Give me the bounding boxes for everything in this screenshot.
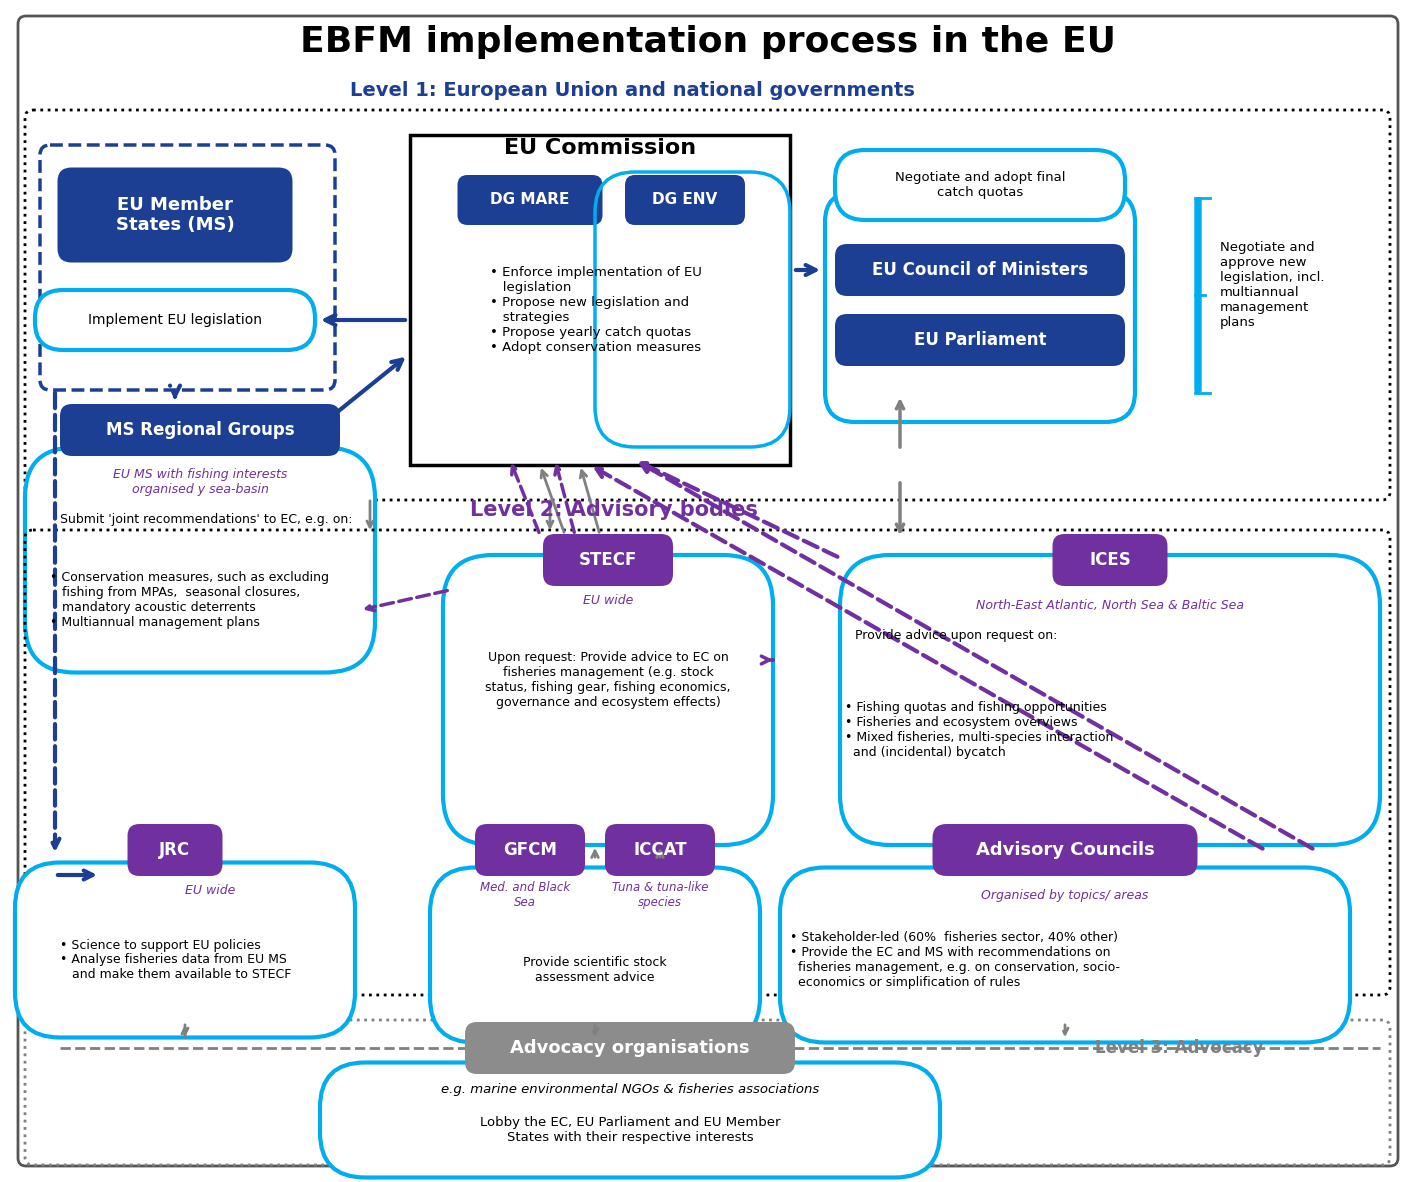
Text: ICES: ICES	[1090, 551, 1131, 569]
Text: DG MARE: DG MARE	[490, 193, 570, 208]
FancyBboxPatch shape	[835, 243, 1125, 296]
Text: JRC: JRC	[160, 842, 190, 859]
FancyBboxPatch shape	[840, 556, 1380, 845]
Text: Organised by topics/ areas: Organised by topics/ areas	[982, 889, 1149, 902]
Text: Provide scientific stock
assessment advice: Provide scientific stock assessment advi…	[523, 956, 667, 983]
Text: Advocacy organisations: Advocacy organisations	[510, 1039, 750, 1057]
Text: Negotiate and adopt final
catch quotas: Negotiate and adopt final catch quotas	[894, 171, 1066, 199]
Text: Negotiate and
approve new
legislation, incl.
multiannual
management
plans: Negotiate and approve new legislation, i…	[1220, 241, 1325, 329]
Text: GFCM: GFCM	[503, 842, 557, 859]
Text: Advisory Councils: Advisory Councils	[976, 842, 1155, 859]
FancyBboxPatch shape	[1195, 199, 1202, 392]
Text: • Enforce implementation of EU
   legislation
• Propose new legislation and
   s: • Enforce implementation of EU legislati…	[490, 266, 701, 353]
Text: Submit 'joint recommendations' to EC, e.g. on:: Submit 'joint recommendations' to EC, e.…	[60, 513, 353, 526]
FancyBboxPatch shape	[16, 863, 356, 1038]
Text: EU Parliament: EU Parliament	[914, 331, 1046, 349]
Text: EBFM implementation process in the EU: EBFM implementation process in the EU	[300, 25, 1117, 59]
Text: EU Member
States (MS): EU Member States (MS)	[116, 195, 234, 234]
FancyBboxPatch shape	[18, 17, 1399, 1165]
FancyBboxPatch shape	[932, 824, 1197, 876]
Text: ICCAT: ICCAT	[633, 842, 687, 859]
FancyBboxPatch shape	[835, 150, 1125, 220]
Text: Level 1: European Union and national governments: Level 1: European Union and national gov…	[350, 80, 915, 99]
Text: Level 3: Advocacy: Level 3: Advocacy	[1095, 1039, 1264, 1057]
Text: e.g. marine environmental NGOs & fisheries associations: e.g. marine environmental NGOs & fisheri…	[441, 1084, 819, 1097]
FancyBboxPatch shape	[465, 1022, 795, 1074]
Text: MS Regional Groups: MS Regional Groups	[106, 421, 295, 439]
Text: Lobby the EC, EU Parliament and EU Member
States with their respective interests: Lobby the EC, EU Parliament and EU Membe…	[480, 1116, 781, 1144]
Text: Provide advice upon request on:: Provide advice upon request on:	[854, 629, 1057, 642]
FancyBboxPatch shape	[779, 868, 1350, 1043]
Text: • Stakeholder-led (60%  fisheries sector, 40% other)
• Provide the EC and MS wit: • Stakeholder-led (60% fisheries sector,…	[791, 931, 1119, 989]
Text: DG ENV: DG ENV	[652, 193, 717, 208]
Text: • Fishing quotas and fishing opportunities
• Fisheries and ecosystem overviews
•: • Fishing quotas and fishing opportuniti…	[845, 701, 1114, 759]
FancyBboxPatch shape	[26, 448, 376, 673]
FancyBboxPatch shape	[429, 868, 760, 1043]
Text: Level 2: Advisory bodies: Level 2: Advisory bodies	[470, 500, 758, 520]
Text: Upon request: Provide advice to EC on
fisheries management (e.g. stock
status, f: Upon request: Provide advice to EC on fi…	[485, 651, 731, 709]
FancyBboxPatch shape	[543, 534, 673, 586]
FancyBboxPatch shape	[58, 168, 292, 262]
FancyBboxPatch shape	[1053, 534, 1168, 586]
FancyBboxPatch shape	[605, 824, 716, 876]
Text: EU Council of Ministers: EU Council of Ministers	[871, 261, 1088, 279]
Text: STECF: STECF	[578, 551, 638, 569]
FancyBboxPatch shape	[444, 556, 774, 845]
Text: EU wide: EU wide	[184, 883, 235, 896]
Text: Tuna & tuna-like
species: Tuna & tuna-like species	[612, 881, 708, 909]
Text: • Science to support EU policies
• Analyse fisheries data from EU MS
   and make: • Science to support EU policies • Analy…	[60, 939, 292, 981]
Text: North-East Atlantic, North Sea & Baltic Sea: North-East Atlantic, North Sea & Baltic …	[976, 598, 1244, 611]
Text: EU MS with fishing interests
organised y sea-basin: EU MS with fishing interests organised y…	[113, 468, 288, 496]
Text: EU wide: EU wide	[582, 593, 633, 606]
FancyBboxPatch shape	[458, 175, 602, 225]
Text: EU Commission: EU Commission	[504, 138, 696, 158]
FancyBboxPatch shape	[625, 175, 745, 225]
FancyBboxPatch shape	[35, 290, 315, 350]
FancyBboxPatch shape	[320, 1063, 939, 1177]
FancyBboxPatch shape	[60, 404, 340, 456]
FancyBboxPatch shape	[835, 314, 1125, 366]
Text: • Conservation measures, such as excluding
   fishing from MPAs,  seasonal closu: • Conservation measures, such as excludi…	[50, 571, 329, 629]
FancyBboxPatch shape	[475, 824, 585, 876]
Text: Implement EU legislation: Implement EU legislation	[88, 313, 262, 327]
Text: Med. and Black
Sea: Med. and Black Sea	[480, 881, 570, 909]
FancyBboxPatch shape	[128, 824, 222, 876]
Bar	[410, 135, 791, 465]
